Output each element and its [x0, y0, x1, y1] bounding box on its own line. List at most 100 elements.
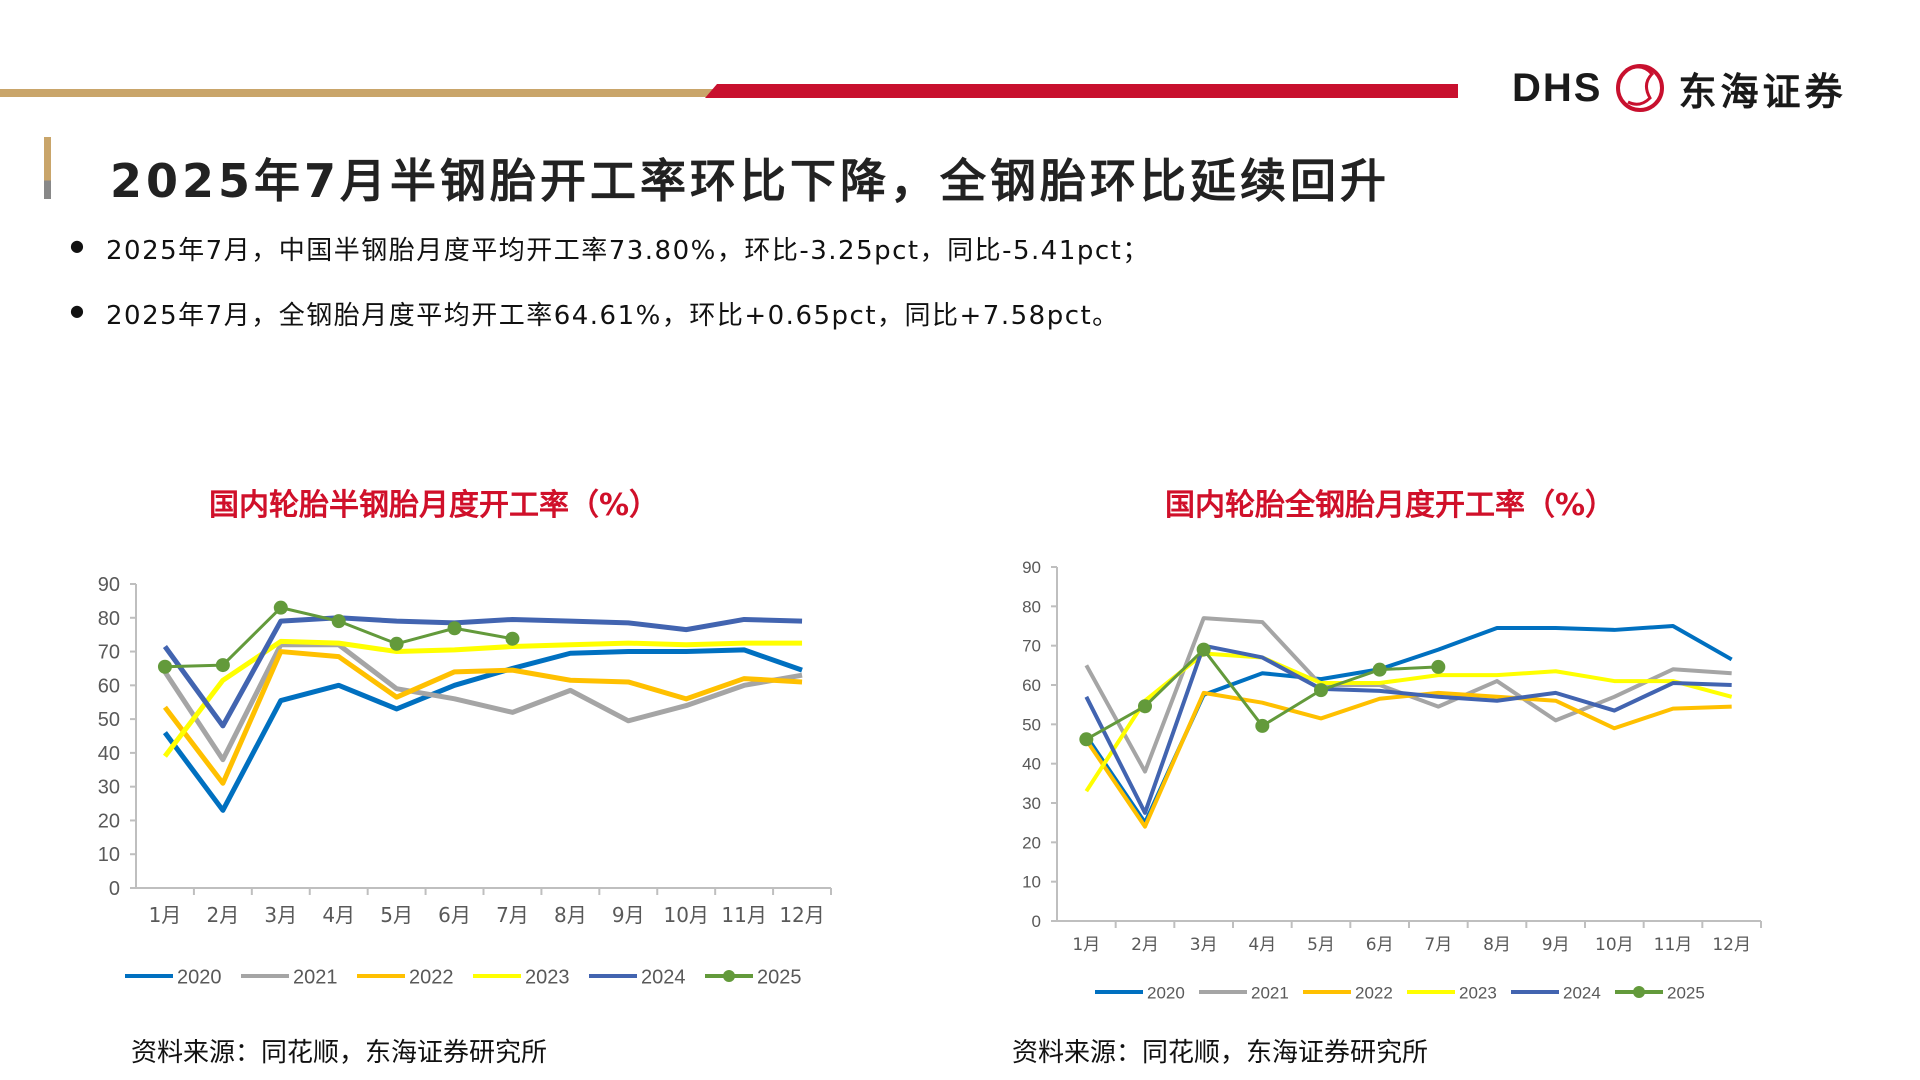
legend-label-2021: 2021 [293, 967, 338, 989]
x-tick-label: 6月 [438, 903, 471, 927]
data-point-2025 [273, 600, 288, 615]
y-tick-label: 40 [1022, 755, 1041, 774]
chart-title-left: 国内轮胎半钢胎月度开工率（%） [208, 488, 660, 523]
legend-label-2021: 2021 [1251, 983, 1289, 1002]
data-point-2025 [389, 636, 404, 651]
series-line-2024 [1084, 643, 1732, 815]
legend-label-2020: 2020 [1147, 983, 1185, 1002]
x-tick-label: 10月 [1595, 935, 1634, 955]
x-tick-label: 1月 [1072, 935, 1100, 955]
x-tick-label: 4月 [322, 903, 355, 927]
y-tick-label: 10 [98, 844, 120, 866]
y-tick-label: 80 [1022, 597, 1041, 616]
legend-label-2025: 2025 [1667, 983, 1705, 1002]
x-tick-label: 9月 [612, 903, 645, 927]
legend-label-2020: 2020 [177, 967, 222, 989]
source-right: 资料来源：同花顺，东海证券研究所 [1012, 1038, 1429, 1068]
bullet-semi-steel: 2025年7月，中国半钢胎月度平均开工率73.80%，环比-3.25pct，同比… [70, 230, 1150, 267]
y-tick-label: 20 [98, 810, 120, 832]
series-line-2024 [162, 615, 803, 729]
y-tick-label: 50 [98, 709, 120, 731]
y-tick-label: 70 [98, 642, 120, 664]
x-tick-label: 11月 [1654, 935, 1693, 955]
y-tick-label: 80 [98, 608, 120, 630]
bullet-all-steel: 2025年7月，全钢胎月度平均开工率64.61%，环比+0.65pct，同比+7… [70, 295, 1120, 332]
data-point-2025 [215, 658, 230, 673]
series-line-2021 [162, 642, 803, 763]
legend-label-2023: 2023 [525, 967, 570, 989]
data-point-2025 [1431, 659, 1446, 674]
y-tick-label: 20 [1022, 833, 1041, 852]
y-tick-label: 10 [1022, 873, 1041, 892]
y-tick-label: 60 [1022, 676, 1041, 695]
data-point-2025 [447, 621, 462, 636]
data-point-2025 [331, 614, 346, 629]
dragon-logo-icon [1616, 64, 1665, 112]
data-point-2025 [1372, 662, 1387, 677]
logo-latin: DHS [1512, 65, 1603, 110]
y-tick-label: 90 [98, 574, 120, 596]
x-tick-label: 9月 [1542, 935, 1570, 955]
y-tick-label: 90 [1022, 558, 1041, 577]
y-tick-label: 60 [98, 675, 120, 697]
bullet-text: 2025年7月，全钢胎月度平均开工率64.61%，环比+0.65pct，同比+7… [106, 301, 1120, 331]
legend-label-2022: 2022 [409, 967, 454, 989]
data-point-2025 [505, 631, 520, 646]
data-point-2025 [1255, 718, 1270, 733]
legend-label-2024: 2024 [641, 967, 686, 989]
y-tick-label: 30 [1022, 794, 1041, 813]
x-tick-label: 3月 [1190, 935, 1218, 955]
bullet-text: 2025年7月，中国半钢胎月度平均开工率73.80%，环比-3.25pct，同比… [106, 236, 1150, 266]
x-tick-label: 11月 [721, 903, 766, 927]
x-tick-label: 5月 [380, 903, 413, 927]
data-point-2025 [1314, 683, 1328, 698]
legend-label-2023: 2023 [1459, 983, 1497, 1002]
data-point-2025 [1196, 642, 1211, 657]
y-tick-label: 40 [98, 743, 120, 765]
y-tick-label: 70 [1022, 637, 1041, 656]
x-tick-label: 3月 [264, 903, 297, 927]
series-line-2020 [1084, 624, 1733, 825]
x-tick-label: 12月 [1712, 935, 1751, 955]
x-tick-label: 10月 [663, 903, 708, 927]
y-tick-label: 0 [1032, 912, 1041, 931]
x-tick-label: 2月 [1131, 935, 1159, 955]
x-tick-label: 5月 [1307, 935, 1335, 955]
data-point-2025 [157, 659, 172, 674]
x-tick-label: 12月 [779, 903, 824, 927]
logo: DHS 东海证券 [1512, 58, 1846, 118]
data-point-2025 [1138, 699, 1152, 714]
y-tick-label: 30 [98, 777, 120, 799]
header-red-bar [705, 84, 1458, 98]
legend-label-2025: 2025 [757, 967, 802, 989]
x-tick-label: 4月 [1248, 935, 1276, 955]
x-tick-label: 2月 [207, 903, 240, 927]
series-line-2022 [162, 649, 803, 786]
x-tick-label: 8月 [554, 903, 587, 927]
x-tick-label: 8月 [1483, 935, 1511, 955]
y-tick-label: 50 [1022, 715, 1041, 734]
series-line-2023 [1084, 651, 1733, 793]
page-title: 2025年7月半钢胎开工率环比下降，全钢胎环比延续回升 [110, 154, 1391, 208]
header-gold-bar [0, 89, 720, 97]
x-tick-label: 7月 [1424, 935, 1452, 955]
series-line-2022 [1084, 690, 1732, 829]
chart-title-right: 国内轮胎全钢胎月度开工率（%） [1164, 488, 1616, 523]
x-tick-label: 7月 [496, 903, 529, 927]
legend-marker-2025 [1633, 986, 1645, 998]
legend-label-2024: 2024 [1563, 983, 1601, 1002]
series-line-2020 [162, 647, 803, 813]
series-line-2023 [162, 638, 803, 758]
source-left: 资料来源：同花顺，东海证券研究所 [131, 1038, 548, 1068]
x-tick-label: 1月 [149, 903, 182, 927]
data-point-2025 [1079, 732, 1094, 747]
y-tick-label: 0 [109, 878, 120, 900]
x-tick-label: 6月 [1366, 935, 1394, 955]
title-accent [44, 137, 51, 199]
logo-chinese: 东海证券 [1678, 69, 1847, 114]
legend-marker-2025 [723, 970, 735, 982]
legend-label-2022: 2022 [1355, 983, 1393, 1002]
